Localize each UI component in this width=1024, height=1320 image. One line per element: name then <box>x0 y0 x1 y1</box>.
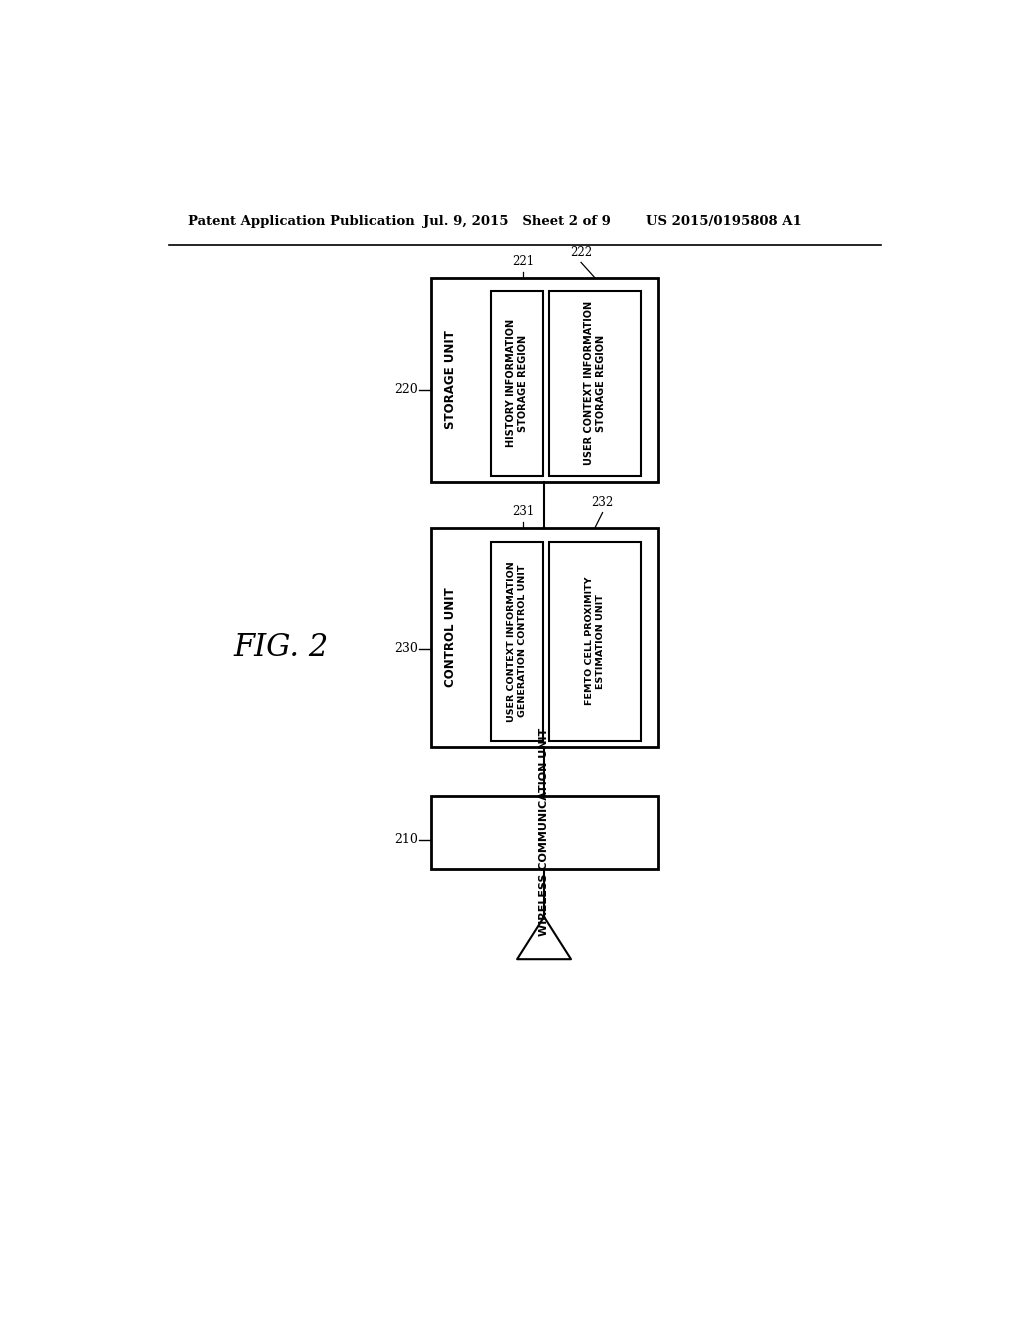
Text: Patent Application Publication: Patent Application Publication <box>188 215 415 228</box>
Bar <box>431 796 658 869</box>
Text: HISTORY INFORMATION
STORAGE REGION: HISTORY INFORMATION STORAGE REGION <box>506 319 528 447</box>
Text: 210: 210 <box>394 833 418 846</box>
Text: 230: 230 <box>394 643 418 655</box>
Text: US 2015/0195808 A1: US 2015/0195808 A1 <box>646 215 802 228</box>
Text: USER CONTEXT INFORMATION
STORAGE REGION: USER CONTEXT INFORMATION STORAGE REGION <box>584 301 605 466</box>
Text: CONTROL UNIT: CONTROL UNIT <box>443 587 457 688</box>
Text: Jul. 9, 2015   Sheet 2 of 9: Jul. 9, 2015 Sheet 2 of 9 <box>423 215 611 228</box>
Text: 232: 232 <box>592 496 613 508</box>
Text: WIRELESS COMMUNICATION UNIT: WIRELESS COMMUNICATION UNIT <box>539 729 549 936</box>
Text: FEMTO CELL PROXIMITY
ESTIMATION UNIT: FEMTO CELL PROXIMITY ESTIMATION UNIT <box>585 577 604 705</box>
Bar <box>431 528 658 747</box>
Text: 231: 231 <box>512 506 535 517</box>
Bar <box>490 290 544 475</box>
Bar <box>431 277 658 482</box>
Bar <box>490 543 544 741</box>
Text: STORAGE UNIT: STORAGE UNIT <box>443 330 457 429</box>
Text: 220: 220 <box>394 384 418 396</box>
Text: FIG. 2: FIG. 2 <box>233 632 329 663</box>
Text: USER CONTEXT INFORMATION
GENERATION CONTROL UNIT: USER CONTEXT INFORMATION GENERATION CONT… <box>508 561 526 722</box>
Bar <box>549 290 641 475</box>
Text: 221: 221 <box>512 255 535 268</box>
Bar <box>549 543 641 741</box>
Text: 222: 222 <box>570 246 592 259</box>
